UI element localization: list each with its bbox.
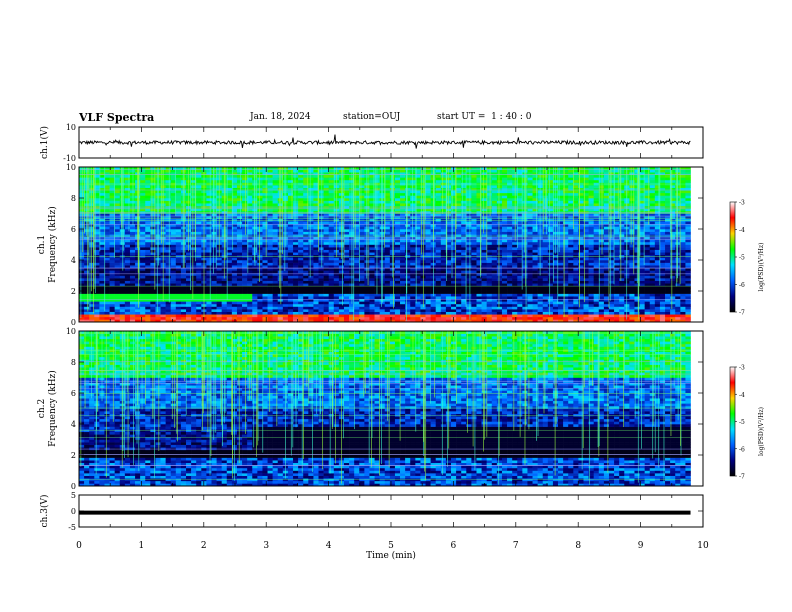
x-tick-label: 10 — [697, 541, 709, 551]
ch1-spectrogram-ylabel: ch.1 — [37, 235, 47, 254]
colorbar-tick-label: -5 — [739, 419, 745, 426]
y-tick-label: -10 — [63, 154, 76, 163]
ch1-waveform-line — [79, 134, 691, 149]
x-tick-label: 6 — [451, 541, 457, 551]
y-tick-label: 6 — [71, 389, 76, 398]
colorbar-tick-label: -7 — [739, 310, 745, 317]
ch2-frequency-axis-label: Frequency (kHz) — [47, 370, 58, 447]
colorbar-label: log(PSD)(V²/Hz) — [758, 407, 765, 456]
y-tick-label: 0 — [71, 482, 76, 491]
ch3-waveform-frame — [78, 494, 704, 528]
y-tick-label: 10 — [66, 123, 76, 132]
y-tick-label: 2 — [71, 451, 76, 460]
colorbar-scale — [729, 201, 736, 313]
colorbar-tick-label: -3 — [739, 365, 745, 372]
x-tick-label: 9 — [638, 541, 644, 551]
x-tick-label: 0 — [76, 541, 82, 551]
y-tick-label: 10 — [66, 163, 76, 172]
ch1-frequency-axis-label: Frequency (kHz) — [47, 206, 58, 283]
y-tick-label: 8 — [71, 358, 76, 367]
colorbar-tick-label: -5 — [739, 255, 745, 262]
x-tick-label: 1 — [139, 541, 145, 551]
ch3-waveform-ylabel: ch.3(V) — [39, 495, 50, 528]
x-tick-label: 5 — [388, 541, 394, 551]
figure-title: VLF Spectra — [79, 111, 155, 124]
ch1-spectrogram-frame — [78, 166, 704, 323]
ch1-waveform-frame — [78, 126, 704, 159]
colorbar-2: -3 -4 -5 -6 -7 log(PSD)(V²/Hz) — [729, 365, 765, 481]
start-time-label: start UT = 1 : 40 : 0 — [437, 112, 532, 122]
colorbar-tick-label: -4 — [739, 392, 745, 399]
colorbar-tick-label: -4 — [739, 227, 745, 234]
station-label: station=OUJ — [343, 112, 401, 122]
colorbar-tick-label: -6 — [739, 446, 745, 453]
x-tick-label: 8 — [575, 541, 581, 551]
y-tick-label: 4 — [71, 420, 76, 429]
x-tick-label: 3 — [263, 541, 269, 551]
ch1-waveform-panel: 10 -10 ch.1(V) — [39, 123, 704, 163]
y-tick-label: 10 — [66, 327, 76, 336]
y-tick-label: 0 — [71, 318, 76, 327]
y-tick-label: 5 — [71, 491, 76, 500]
x-tick-label: 2 — [201, 541, 207, 551]
y-tick-label: 8 — [71, 194, 76, 203]
ch1-spectrogram-panel: 0 2 4 6 8 10 ch.1 Frequency (kHz) — [37, 163, 704, 327]
ch2-spectrogram-panel: 0 2 4 6 8 10 ch.2 Frequency (kHz) — [37, 327, 704, 491]
y-tick-label: 6 — [71, 225, 76, 234]
colorbar-label: log(PSD)(V²/Hz) — [758, 243, 765, 292]
x-tick-label: 4 — [326, 541, 332, 551]
y-tick-label: -5 — [68, 523, 76, 532]
ch2-spectrogram-frame — [78, 330, 704, 487]
colorbar-tick-label: -3 — [739, 200, 745, 207]
colorbar-tick-label: -6 — [739, 282, 745, 289]
x-tick-label: 7 — [513, 541, 519, 551]
colorbar-tick-label: -7 — [739, 474, 745, 481]
ch1-waveform-ylabel: ch.1(V) — [39, 126, 50, 159]
y-tick-label: 4 — [71, 256, 76, 265]
colorbar-scale — [729, 366, 736, 477]
date-label: Jan. 18, 2024 — [250, 112, 311, 122]
x-axis-label: Time (min) — [366, 550, 416, 561]
y-tick-label: 2 — [71, 287, 76, 296]
ch2-spectrogram-ylabel: ch.2 — [37, 399, 47, 418]
y-tick-label: 0 — [71, 507, 76, 516]
colorbar-1: -3 -4 -5 -6 -7 log(PSD)(V²/Hz) — [729, 200, 765, 317]
